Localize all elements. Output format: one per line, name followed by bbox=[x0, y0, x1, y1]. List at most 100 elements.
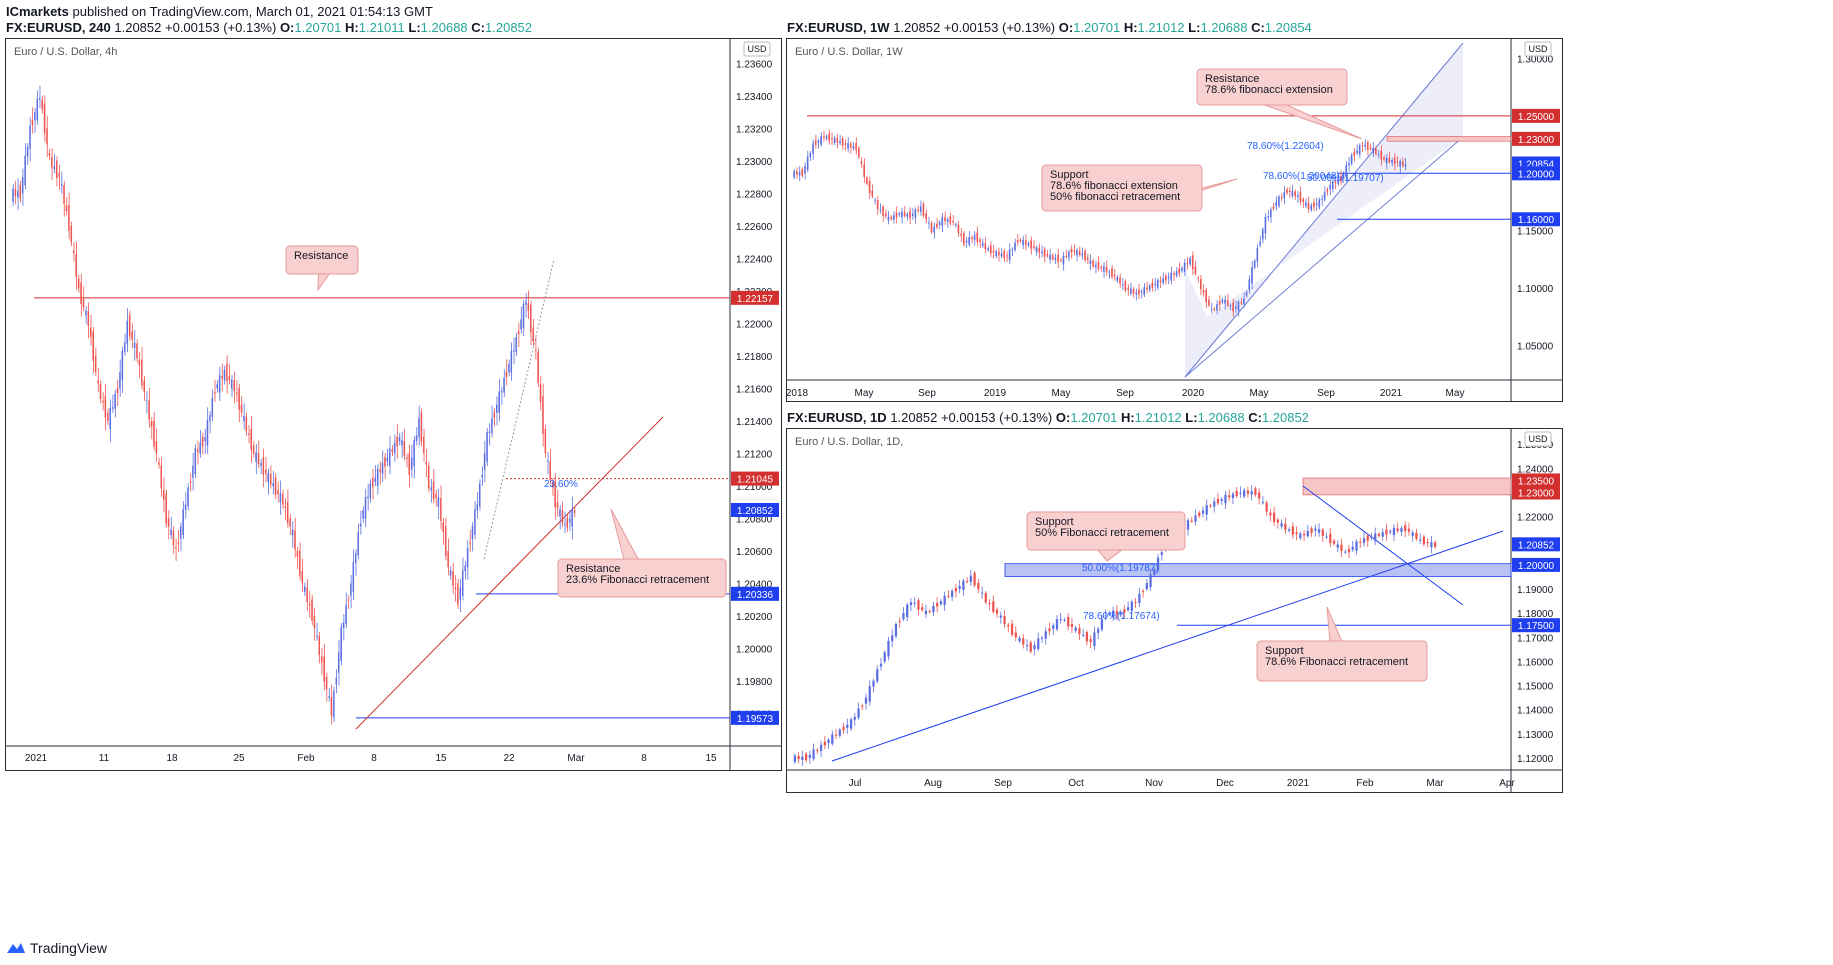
candle-body bbox=[1269, 512, 1272, 516]
y-tick-label: 1.24000 bbox=[1517, 464, 1554, 475]
resistance-zone-123 bbox=[1386, 136, 1512, 142]
candle-body bbox=[1216, 304, 1218, 311]
candle-body bbox=[568, 518, 571, 523]
price-level-badge bbox=[1512, 166, 1560, 181]
candle-body bbox=[1240, 302, 1242, 304]
candle-body bbox=[564, 524, 566, 526]
candle-body bbox=[883, 652, 886, 662]
candle-body bbox=[527, 303, 530, 311]
chart-1d-svg[interactable]: 1.250001.240001.230001.220001.210001.200… bbox=[787, 429, 1562, 792]
candle-body bbox=[909, 211, 911, 219]
candle-body bbox=[831, 138, 833, 140]
chart-1w-svg[interactable]: 1.30000 1.25000 1.20000 1.15000 1.10000 1.050… bbox=[786, 39, 1562, 401]
candle-body bbox=[391, 449, 393, 452]
candle-body bbox=[1003, 250, 1006, 258]
currency-badge bbox=[743, 41, 771, 57]
candle-body bbox=[26, 147, 29, 157]
price-level-badge bbox=[1512, 485, 1560, 500]
y-tick-label: 1.22400 bbox=[736, 254, 773, 265]
candle-body bbox=[345, 605, 347, 625]
candle-body bbox=[1194, 515, 1197, 522]
candle-body bbox=[1401, 161, 1404, 166]
candle-body bbox=[1334, 181, 1337, 184]
resistance-zone-1235 bbox=[1302, 477, 1512, 496]
candle-body bbox=[834, 734, 838, 736]
candle-body bbox=[906, 604, 909, 618]
candle-body bbox=[816, 749, 819, 751]
y-tick-label: 1.18000 bbox=[1517, 609, 1554, 620]
x-tick-label: May bbox=[1446, 388, 1465, 399]
candle-body bbox=[515, 337, 517, 352]
last-price: 1.20852 bbox=[114, 20, 162, 35]
candle-body bbox=[559, 509, 561, 517]
candle-body bbox=[969, 575, 972, 582]
candle-body bbox=[1270, 209, 1272, 217]
chart-4h-svg[interactable]: 1.23600 1.23400 1.23200 1.23000 1.22800 1.226… bbox=[6, 39, 781, 770]
candle-body bbox=[1199, 278, 1202, 290]
candle-body bbox=[449, 570, 452, 576]
candle-body bbox=[1342, 173, 1345, 180]
callout-text: 78.6% fibonacci extension bbox=[1205, 84, 1333, 96]
footer-brand[interactable]: TradingView bbox=[6, 940, 107, 956]
candle-body bbox=[958, 586, 961, 590]
candle-body bbox=[884, 213, 887, 217]
candle-body bbox=[1175, 271, 1178, 276]
candle-body bbox=[204, 437, 206, 442]
candle-body bbox=[954, 224, 957, 226]
candle-body bbox=[819, 744, 823, 751]
x-tick-label: 2018 bbox=[787, 388, 809, 399]
candle-body bbox=[272, 483, 274, 487]
candle-body bbox=[1331, 180, 1334, 189]
candle-body bbox=[82, 298, 85, 308]
candle-body bbox=[1025, 645, 1029, 647]
candle-body bbox=[838, 729, 841, 736]
candle-body bbox=[301, 571, 304, 584]
candle-body bbox=[1209, 505, 1212, 507]
price-level-badge bbox=[731, 471, 779, 486]
candle-body bbox=[973, 572, 976, 586]
candle-body bbox=[218, 375, 221, 393]
candle-body bbox=[150, 421, 153, 427]
change-value: +0.00153 (+0.13%) bbox=[943, 20, 1056, 35]
candle-body bbox=[879, 209, 882, 211]
candle-body bbox=[1016, 239, 1019, 243]
candle-body bbox=[1276, 519, 1279, 523]
x-tick-label: 25 bbox=[233, 753, 245, 764]
candle-body bbox=[1189, 258, 1191, 265]
support-zone-120 bbox=[1004, 563, 1512, 577]
chart-panel-1d[interactable]: 1.250001.240001.230001.220001.210001.200… bbox=[786, 428, 1563, 793]
candle-body bbox=[831, 734, 834, 744]
candle-body bbox=[51, 156, 53, 168]
candle-body bbox=[255, 452, 257, 462]
candle-body bbox=[153, 420, 155, 447]
candle-body bbox=[1067, 616, 1070, 627]
candle-body bbox=[211, 398, 214, 417]
candle-body bbox=[60, 184, 63, 186]
x-tick-label: 2021 bbox=[25, 753, 48, 764]
x-tick-label: Aug bbox=[924, 778, 942, 789]
candle-body bbox=[793, 755, 796, 762]
callout-tail bbox=[317, 273, 331, 292]
callout-tail bbox=[1097, 549, 1124, 562]
chart-panel-4h[interactable]: 1.23600 1.23400 1.23200 1.23000 1.22800 1.226… bbox=[5, 38, 782, 771]
candle-body bbox=[1111, 268, 1113, 278]
candle-body bbox=[291, 529, 294, 535]
candle-body bbox=[863, 164, 865, 177]
candle-body bbox=[1380, 150, 1383, 160]
chart-panel-1w[interactable]: 1.30000 1.25000 1.20000 1.15000 1.10000 1.050… bbox=[786, 38, 1563, 402]
candle-body bbox=[551, 481, 554, 488]
candle-body bbox=[238, 388, 240, 410]
candle-body bbox=[260, 463, 262, 466]
candle-body bbox=[1305, 202, 1307, 207]
candle-body bbox=[235, 392, 238, 394]
candle-body bbox=[917, 600, 920, 610]
price-level-badge bbox=[1512, 473, 1560, 488]
candle-body bbox=[347, 599, 350, 601]
candle-body bbox=[1073, 250, 1076, 252]
candle-body bbox=[892, 215, 895, 220]
candle-body bbox=[87, 311, 90, 326]
candle-body bbox=[828, 133, 830, 141]
candle-body bbox=[1224, 494, 1227, 504]
candle-body bbox=[1044, 631, 1047, 639]
currency-badge bbox=[1524, 431, 1552, 447]
